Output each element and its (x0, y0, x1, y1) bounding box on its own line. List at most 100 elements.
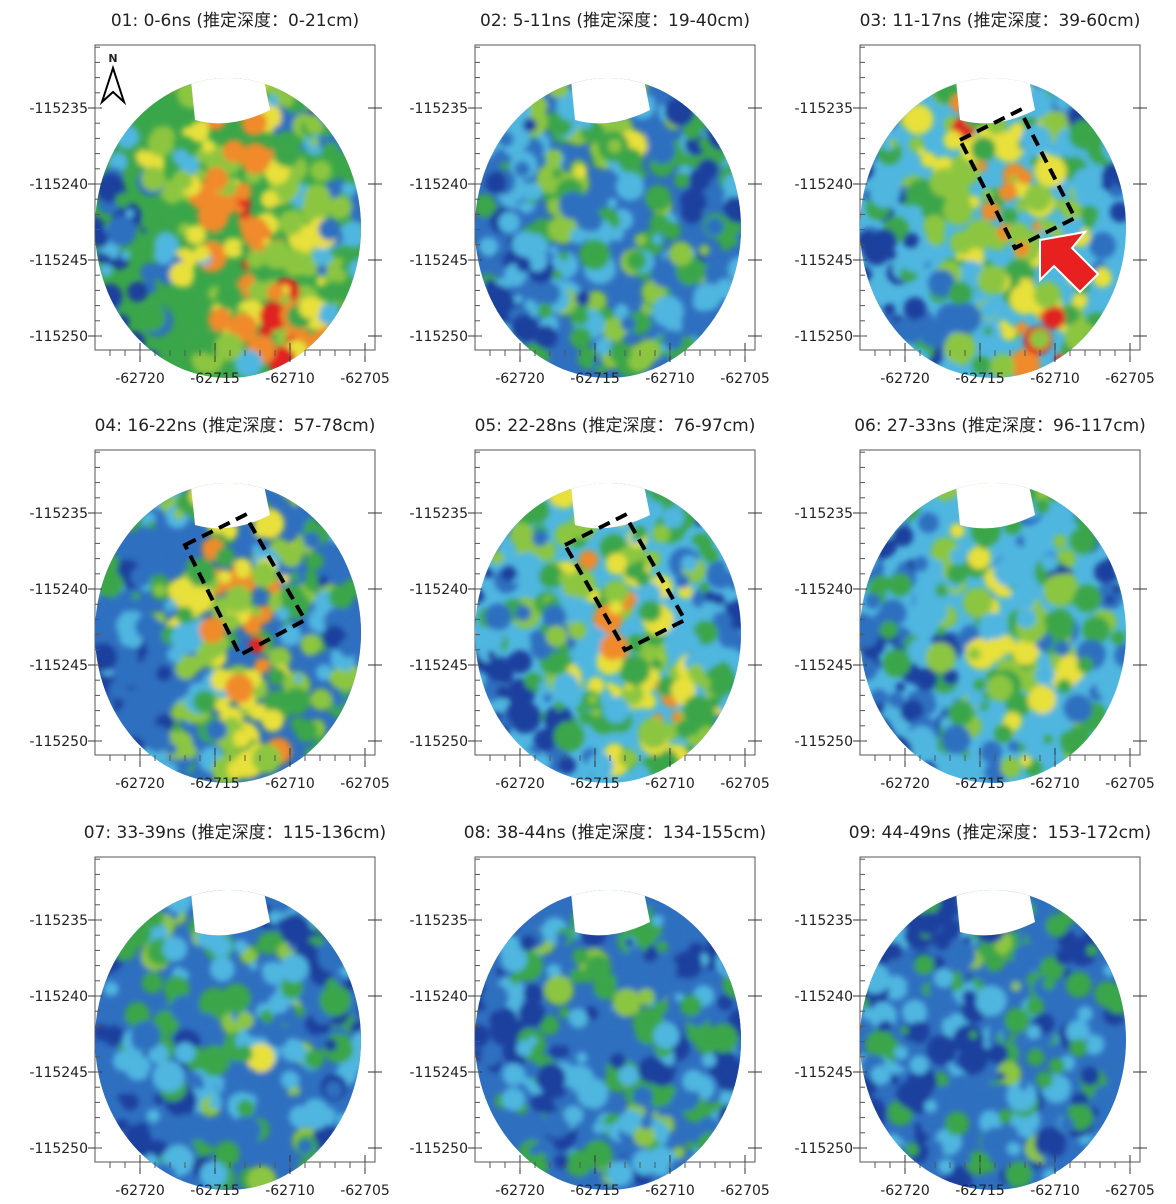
blob (193, 690, 216, 713)
blob (326, 978, 337, 989)
y-tick-label: -115250 (795, 329, 854, 345)
blob (1016, 200, 1028, 212)
blob (236, 1012, 253, 1029)
blob (305, 570, 316, 581)
x-tick-label: -62710 (265, 1183, 315, 1199)
blob (262, 710, 284, 732)
blob (968, 648, 981, 661)
blob (938, 1159, 953, 1174)
blob (261, 191, 278, 208)
blob (1007, 1142, 1021, 1156)
panel: 05: 22-28ns (推定深度：76-97cm)-115235-115240… (410, 416, 770, 795)
blob (861, 1007, 874, 1020)
blob (176, 607, 193, 624)
blob (898, 562, 908, 572)
blob (290, 572, 300, 582)
blob (485, 603, 512, 630)
blob (106, 216, 137, 247)
y-tick-label: -115245 (30, 253, 89, 269)
blob (921, 152, 936, 167)
blob (699, 245, 710, 256)
panel-title: 03: 11-17ns (推定深度：39-60cm) (860, 11, 1141, 31)
blob (948, 700, 974, 726)
blob (634, 560, 645, 571)
blob (925, 642, 955, 672)
blob (881, 1020, 892, 1031)
blob (951, 1005, 960, 1014)
y-tick-label: -115250 (410, 1141, 469, 1157)
blob (148, 131, 174, 157)
blob (919, 318, 949, 348)
blob (568, 1008, 587, 1027)
panel: 01: 0-6ns (推定深度：0-21cm)-115235-115240-11… (30, 11, 390, 390)
x-tick-label: -62710 (1030, 371, 1080, 387)
blob (971, 137, 996, 162)
blob (721, 1071, 735, 1085)
blob (610, 228, 624, 242)
blob (1063, 694, 1092, 723)
blob (1007, 223, 1029, 245)
blob (663, 330, 683, 350)
blob (950, 231, 974, 255)
y-tick-label: -115240 (410, 989, 469, 1005)
blob (280, 914, 311, 945)
x-tick-label: -62720 (880, 1183, 930, 1199)
blob (162, 937, 186, 961)
blob (241, 273, 254, 286)
blob (564, 1106, 583, 1125)
blob (910, 1056, 929, 1075)
blob (683, 695, 713, 725)
blob (318, 576, 329, 587)
blob (171, 622, 203, 654)
blob (130, 567, 151, 588)
blob (522, 1061, 539, 1078)
panel: 08: 38-44ns (推定深度：134-155cm)-115235-1152… (410, 823, 770, 1202)
blob (570, 228, 586, 244)
blob (559, 251, 569, 261)
blob (645, 185, 671, 211)
blob (987, 675, 1013, 701)
blob (864, 1172, 880, 1188)
blob (156, 666, 172, 682)
blob (999, 183, 1017, 201)
y-tick-label: -115245 (410, 253, 469, 269)
blob (694, 283, 722, 311)
blob (518, 1000, 545, 1027)
blob (549, 246, 558, 255)
blob (1028, 685, 1056, 713)
blob (1102, 1025, 1119, 1042)
blob (514, 161, 530, 177)
blob (662, 507, 684, 529)
blob (632, 1149, 658, 1175)
blob (1000, 757, 1021, 778)
blob (876, 240, 884, 248)
blob (947, 941, 975, 969)
blob (576, 291, 591, 306)
x-tick-label: -62710 (645, 1183, 695, 1199)
blob (681, 555, 697, 571)
blob (859, 632, 868, 641)
blob (883, 286, 892, 295)
blob (600, 635, 626, 661)
blob (686, 1141, 695, 1150)
x-tick-label: -62710 (265, 371, 315, 387)
blob (235, 563, 250, 578)
blob (606, 1032, 617, 1043)
blob (253, 945, 262, 954)
blob (945, 1112, 969, 1136)
y-tick-label: -115250 (30, 1141, 89, 1157)
x-tick-label: -62705 (720, 1183, 770, 1199)
blob (311, 160, 332, 181)
blob (298, 1139, 313, 1154)
y-tick-label: -115250 (410, 734, 469, 750)
blob (532, 530, 548, 546)
x-tick-label: -62705 (1105, 776, 1155, 792)
blob (108, 247, 119, 258)
blob (485, 629, 504, 648)
blob (265, 244, 283, 262)
blob (335, 178, 344, 187)
blob (609, 342, 631, 364)
x-tick-label: -62720 (495, 1183, 545, 1199)
blob (1056, 112, 1066, 122)
blob (237, 1100, 254, 1117)
